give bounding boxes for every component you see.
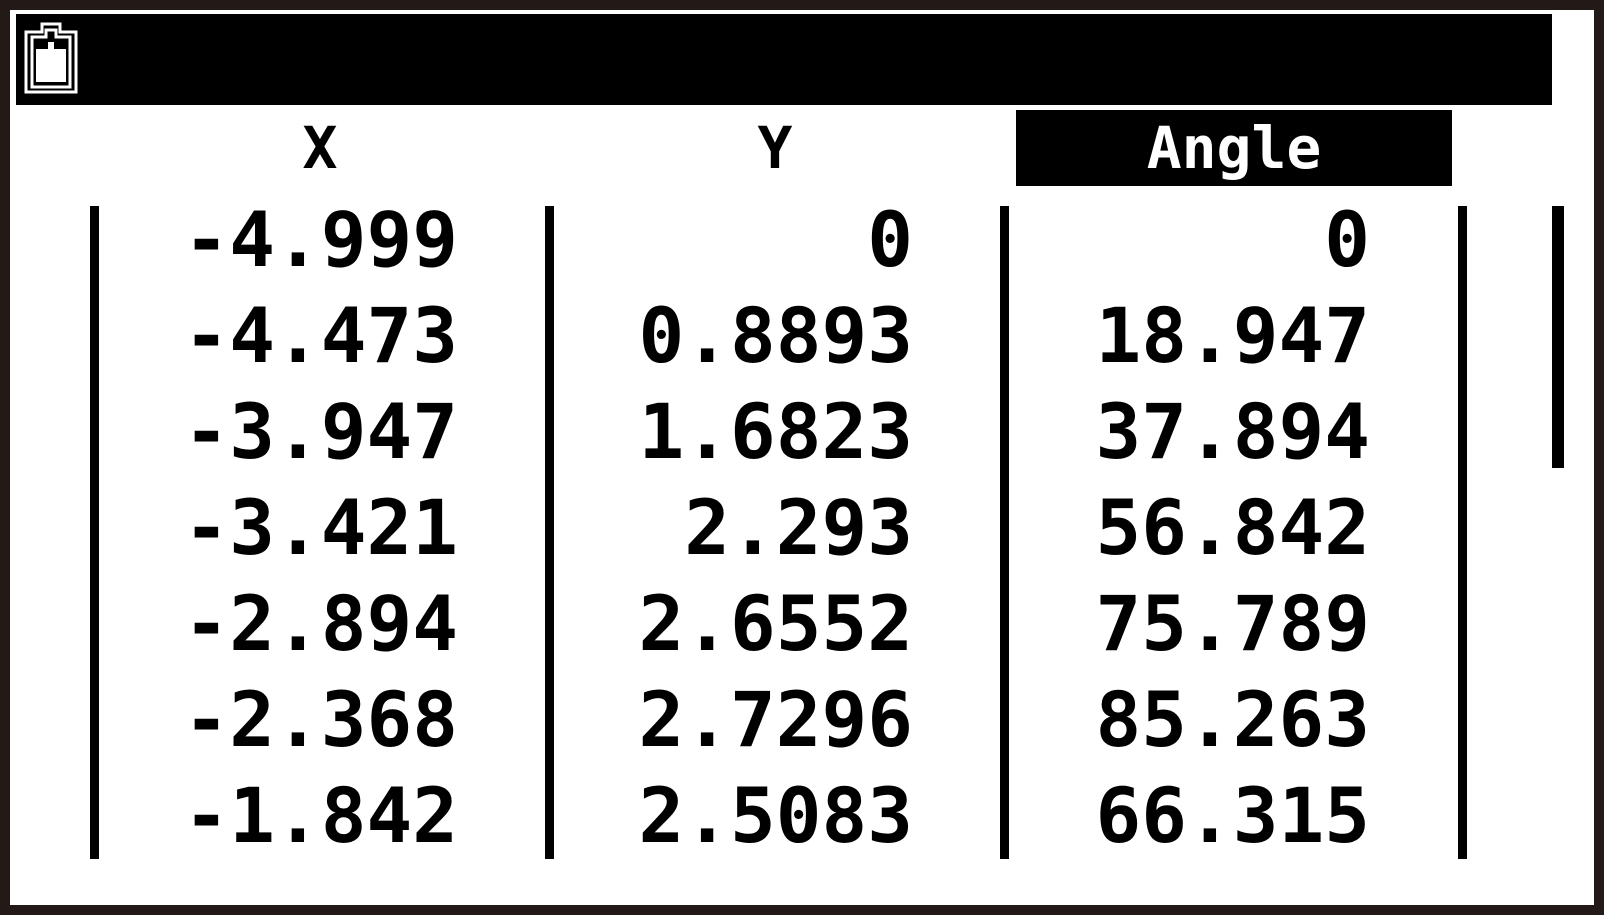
- cell-x[interactable]: -3.421: [183, 483, 458, 572]
- cell-x[interactable]: -2.894: [183, 579, 458, 668]
- cell-x[interactable]: -1.842: [183, 771, 458, 860]
- column-header-angle[interactable]: Angle: [1016, 110, 1452, 186]
- cell-x[interactable]: -2.368: [183, 675, 458, 764]
- cell-y[interactable]: 1.6823: [638, 387, 913, 476]
- cell-y[interactable]: 0.8893: [638, 291, 913, 380]
- column-header-y[interactable]: Y: [757, 114, 793, 182]
- column-angle: 0 18.947 37.894 56.842 75.789 85.263 66.315: [1020, 195, 1370, 878]
- cell-angle[interactable]: 37.894: [1095, 387, 1370, 476]
- column-divider: [1458, 206, 1467, 859]
- cell-x[interactable]: -4.999: [183, 195, 458, 284]
- cell-angle[interactable]: 56.842: [1095, 483, 1370, 572]
- column-divider: [545, 206, 554, 859]
- cell-y[interactable]: 0: [867, 195, 913, 284]
- column-divider: [1000, 206, 1009, 859]
- cell-y[interactable]: 2.5083: [638, 771, 913, 860]
- cell-angle[interactable]: 66.315: [1095, 771, 1370, 860]
- column-header-x[interactable]: X: [302, 114, 338, 182]
- cell-angle[interactable]: 18.947: [1095, 291, 1370, 380]
- cell-y[interactable]: 2.293: [684, 483, 913, 572]
- cell-y[interactable]: 2.6552: [638, 579, 913, 668]
- scrollbar-thumb[interactable]: [1552, 206, 1564, 468]
- column-y: 0 0.8893 1.6823 2.293 2.6552 2.7296 2.5083: [565, 195, 913, 878]
- battery-icon: [24, 22, 78, 94]
- cell-x[interactable]: -4.473: [183, 291, 458, 380]
- column-x: -4.999 -4.473 -3.947 -3.421 -2.894 -2.368 -1.8…: [110, 195, 458, 878]
- cell-angle[interactable]: 75.789: [1095, 579, 1370, 668]
- column-divider: [90, 206, 99, 859]
- calculator-screen: X Y Angle -4.999 -4.473 -3.947 -3.421 -2.894…: [10, 10, 1594, 905]
- status-bar: [16, 14, 1552, 105]
- cell-angle[interactable]: 85.263: [1095, 675, 1370, 764]
- cell-x[interactable]: -3.947: [183, 387, 458, 476]
- cell-y[interactable]: 2.7296: [638, 675, 913, 764]
- cell-angle[interactable]: 0: [1324, 195, 1370, 284]
